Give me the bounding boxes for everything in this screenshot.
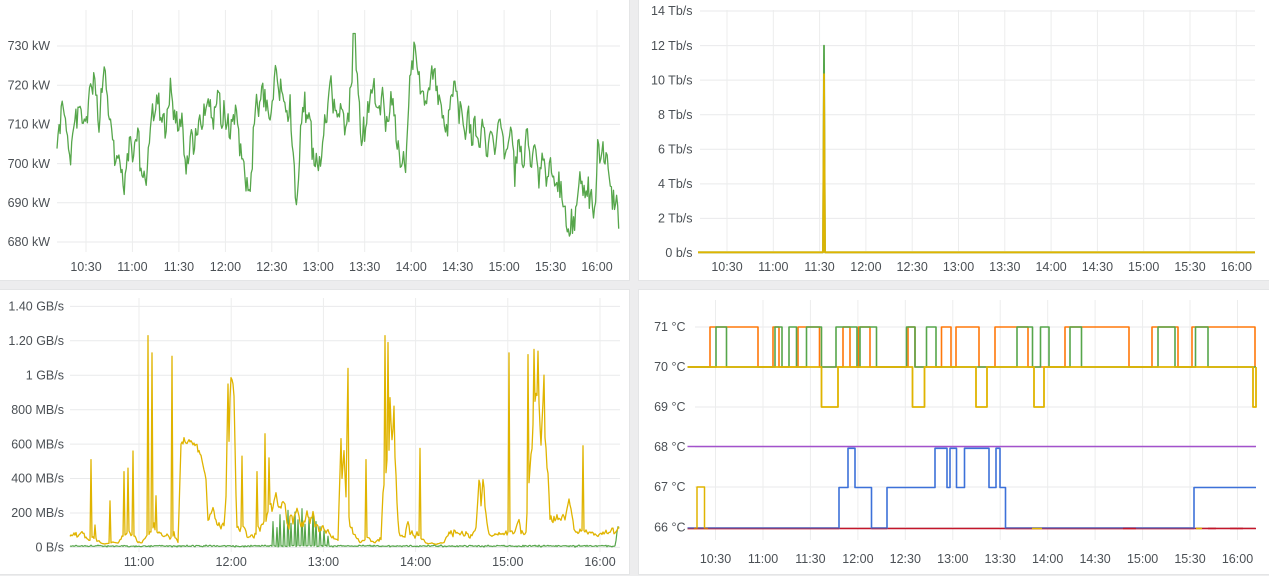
svg-text:15:30: 15:30 bbox=[1174, 260, 1205, 274]
svg-text:12:30: 12:30 bbox=[890, 552, 921, 566]
svg-text:66 °C: 66 °C bbox=[654, 521, 685, 535]
svg-text:14:00: 14:00 bbox=[1032, 552, 1063, 566]
svg-text:8 Tb/s: 8 Tb/s bbox=[658, 108, 693, 122]
svg-text:1.40 GB/s: 1.40 GB/s bbox=[8, 300, 64, 314]
svg-text:14:00: 14:00 bbox=[400, 555, 431, 569]
svg-text:14:00: 14:00 bbox=[396, 260, 427, 274]
svg-text:11:00: 11:00 bbox=[758, 260, 788, 274]
svg-text:710 kW: 710 kW bbox=[8, 118, 51, 132]
svg-text:14:30: 14:30 bbox=[1082, 260, 1113, 274]
svg-text:10:30: 10:30 bbox=[711, 260, 742, 274]
svg-text:13:30: 13:30 bbox=[989, 260, 1020, 274]
svg-text:730 kW: 730 kW bbox=[8, 39, 51, 53]
svg-text:0 B/s: 0 B/s bbox=[36, 541, 65, 555]
svg-text:0 b/s: 0 b/s bbox=[665, 246, 692, 260]
svg-text:13:00: 13:00 bbox=[937, 552, 968, 566]
svg-text:11:00: 11:00 bbox=[748, 552, 778, 566]
svg-text:11:00: 11:00 bbox=[124, 555, 154, 569]
svg-text:14:30: 14:30 bbox=[442, 260, 473, 274]
svg-text:400 MB/s: 400 MB/s bbox=[11, 472, 64, 486]
svg-text:10 Tb/s: 10 Tb/s bbox=[651, 73, 692, 87]
svg-text:10:30: 10:30 bbox=[700, 552, 731, 566]
svg-text:2 Tb/s: 2 Tb/s bbox=[658, 212, 693, 226]
svg-text:13:30: 13:30 bbox=[985, 552, 1016, 566]
svg-text:10:30: 10:30 bbox=[70, 260, 101, 274]
svg-text:16:00: 16:00 bbox=[584, 555, 615, 569]
svg-text:1.20 GB/s: 1.20 GB/s bbox=[8, 334, 64, 348]
svg-text:16:00: 16:00 bbox=[1221, 260, 1252, 274]
svg-text:800 MB/s: 800 MB/s bbox=[11, 403, 64, 417]
svg-text:4 Tb/s: 4 Tb/s bbox=[658, 177, 693, 191]
svg-text:16:00: 16:00 bbox=[1222, 552, 1253, 566]
svg-text:16:00: 16:00 bbox=[581, 260, 612, 274]
svg-text:200 MB/s: 200 MB/s bbox=[11, 506, 64, 520]
svg-text:1 GB/s: 1 GB/s bbox=[26, 368, 64, 382]
svg-text:11:30: 11:30 bbox=[804, 260, 834, 274]
svg-text:14 Tb/s: 14 Tb/s bbox=[651, 4, 692, 18]
svg-text:690 kW: 690 kW bbox=[8, 196, 51, 210]
svg-text:15:30: 15:30 bbox=[1174, 552, 1205, 566]
svg-text:11:30: 11:30 bbox=[164, 260, 194, 274]
svg-text:13:00: 13:00 bbox=[943, 260, 974, 274]
svg-text:11:00: 11:00 bbox=[117, 260, 147, 274]
svg-text:15:30: 15:30 bbox=[535, 260, 566, 274]
svg-text:15:00: 15:00 bbox=[1128, 260, 1159, 274]
svg-text:15:00: 15:00 bbox=[488, 260, 519, 274]
svg-text:12:00: 12:00 bbox=[850, 260, 881, 274]
svg-text:680 kW: 680 kW bbox=[8, 235, 51, 249]
svg-text:12 Tb/s: 12 Tb/s bbox=[651, 39, 692, 53]
svg-text:69 °C: 69 °C bbox=[654, 400, 685, 414]
svg-text:12:00: 12:00 bbox=[842, 552, 873, 566]
svg-text:12:00: 12:00 bbox=[216, 555, 247, 569]
svg-text:700 kW: 700 kW bbox=[8, 157, 51, 171]
svg-text:12:30: 12:30 bbox=[256, 260, 287, 274]
svg-text:71 °C: 71 °C bbox=[654, 320, 685, 334]
svg-text:13:30: 13:30 bbox=[349, 260, 380, 274]
svg-text:11:30: 11:30 bbox=[795, 552, 825, 566]
svg-text:14:30: 14:30 bbox=[1079, 552, 1110, 566]
svg-text:720 kW: 720 kW bbox=[8, 78, 51, 92]
svg-text:13:00: 13:00 bbox=[308, 555, 339, 569]
svg-text:70 °C: 70 °C bbox=[654, 360, 685, 374]
svg-text:13:00: 13:00 bbox=[303, 260, 334, 274]
svg-text:14:00: 14:00 bbox=[1035, 260, 1066, 274]
svg-text:12:30: 12:30 bbox=[897, 260, 928, 274]
svg-text:6 Tb/s: 6 Tb/s bbox=[658, 143, 693, 157]
svg-text:12:00: 12:00 bbox=[210, 260, 241, 274]
svg-text:15:00: 15:00 bbox=[1127, 552, 1158, 566]
svg-text:67 °C: 67 °C bbox=[654, 480, 685, 494]
svg-text:15:00: 15:00 bbox=[492, 555, 523, 569]
svg-text:600 MB/s: 600 MB/s bbox=[11, 437, 64, 451]
svg-text:68 °C: 68 °C bbox=[654, 440, 685, 454]
